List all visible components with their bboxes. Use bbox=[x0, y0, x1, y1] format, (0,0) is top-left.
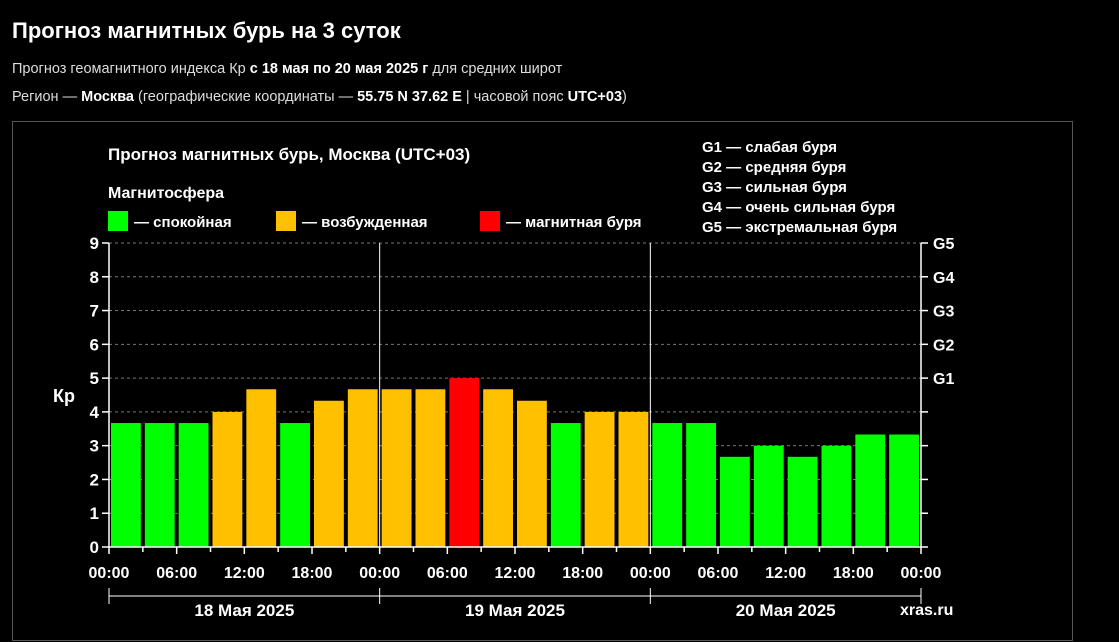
storm-legend-0: G1 — слабая буря bbox=[702, 139, 837, 156]
legend-label-0: — спокойная bbox=[134, 214, 232, 231]
bar-19 bbox=[753, 445, 784, 547]
bar-12 bbox=[517, 400, 547, 547]
bar-22 bbox=[855, 434, 886, 547]
y-tick-label: 1 bbox=[90, 504, 99, 523]
kp-forecast-chart: Прогноз магнитных бурь, Москва (UTC+03) М… bbox=[53, 139, 954, 620]
region-name: Москва bbox=[81, 89, 134, 105]
bar-16 bbox=[652, 423, 683, 547]
bar-20 bbox=[787, 456, 818, 547]
x-tick-label: 18:00 bbox=[292, 565, 333, 582]
y-tick-label: 2 bbox=[90, 470, 99, 489]
y-axis-label: Кр bbox=[53, 386, 75, 406]
legend-label-1: — возбужденная bbox=[302, 214, 428, 231]
x-tick-label: 06:00 bbox=[156, 565, 197, 582]
legend-label-2: — магнитная буря bbox=[506, 214, 642, 231]
y-tick-label: 8 bbox=[90, 268, 99, 287]
storm-level-label: G5 bbox=[933, 236, 954, 253]
bar-2 bbox=[178, 423, 209, 547]
bar-0 bbox=[111, 423, 141, 547]
x-tick-label: 06:00 bbox=[427, 565, 468, 582]
paren-close: ) bbox=[622, 89, 627, 105]
forecast-description: Прогноз геомагнитного индекса Кр с 18 ма… bbox=[12, 61, 562, 77]
bar-8 bbox=[381, 389, 412, 547]
bar-17 bbox=[686, 423, 716, 547]
bar-5 bbox=[280, 423, 310, 547]
x-tick-label: 00:00 bbox=[89, 565, 130, 582]
x-tick-label: 18:00 bbox=[562, 565, 603, 582]
region-prefix: Регион — bbox=[12, 89, 82, 105]
storm-level-label: G1 bbox=[933, 371, 954, 388]
coordinates: 55.75 N 37.62 E bbox=[357, 89, 462, 105]
y-tick-label: 5 bbox=[90, 369, 99, 388]
watermark: xras.ru bbox=[900, 602, 953, 619]
legend-swatch-2 bbox=[480, 211, 500, 231]
storm-legend-3: G4 — очень сильная буря bbox=[702, 199, 895, 216]
x-tick-label: 18:00 bbox=[833, 565, 874, 582]
timezone: UTC+03 bbox=[567, 89, 623, 105]
y-tick-label: 6 bbox=[90, 335, 99, 354]
legend-title: Магнитосфера bbox=[108, 185, 224, 202]
storm-legend-1: G2 — средняя буря bbox=[702, 159, 846, 176]
bar-15 bbox=[618, 411, 649, 547]
chart-panel: Прогноз магнитных бурь, Москва (UTC+03) М… bbox=[12, 121, 1073, 641]
bar-7 bbox=[347, 389, 378, 547]
legend-swatch-0 bbox=[108, 211, 128, 231]
page-title: Прогноз магнитных бурь на 3 суток bbox=[12, 18, 401, 43]
x-tick-label: 12:00 bbox=[495, 565, 536, 582]
y-tick-label: 3 bbox=[90, 437, 99, 456]
storm-level-label: G4 bbox=[933, 270, 954, 287]
x-tick-label: 12:00 bbox=[224, 565, 265, 582]
bar-11 bbox=[483, 389, 513, 547]
day-label: 19 Мая 2025 bbox=[465, 601, 565, 620]
chart-title: Прогноз магнитных бурь, Москва (UTC+03) bbox=[108, 145, 470, 164]
x-tick-label: 12:00 bbox=[765, 565, 806, 582]
x-tick-label: 00:00 bbox=[901, 565, 942, 582]
bar-10 bbox=[449, 378, 480, 547]
bar-23 bbox=[889, 434, 919, 547]
y-tick-label: 0 bbox=[90, 538, 99, 557]
desc-text-end: для средних широт bbox=[428, 61, 563, 77]
storm-legend-4: G5 — экстремальная буря bbox=[702, 219, 897, 236]
bar-21 bbox=[821, 445, 852, 547]
day-label: 18 Мая 2025 bbox=[194, 601, 294, 620]
x-tick-label: 06:00 bbox=[698, 565, 739, 582]
day-label: 20 Мая 2025 bbox=[736, 601, 836, 620]
bar-14 bbox=[584, 411, 615, 547]
desc-text: Прогноз геомагнитного индекса Кр bbox=[12, 61, 250, 77]
date-range: с 18 мая по 20 мая 2025 г bbox=[249, 61, 429, 77]
x-tick-label: 00:00 bbox=[359, 565, 400, 582]
bar-4 bbox=[246, 389, 277, 547]
legend-swatch-1 bbox=[276, 211, 296, 231]
bar-6 bbox=[314, 400, 344, 547]
timezone-prefix: | часовой пояс bbox=[461, 89, 568, 105]
storm-level-label: G2 bbox=[933, 337, 954, 354]
bar-18 bbox=[720, 456, 750, 547]
bar-9 bbox=[415, 389, 446, 547]
storm-level-label: G3 bbox=[933, 304, 954, 321]
x-tick-label: 00:00 bbox=[630, 565, 671, 582]
region-description: Регион — Москва (географические координа… bbox=[12, 89, 627, 105]
storm-legend-2: G3 — сильная буря bbox=[702, 179, 847, 196]
y-tick-label: 9 bbox=[90, 234, 99, 253]
y-tick-label: 7 bbox=[90, 302, 99, 321]
bar-13 bbox=[550, 423, 581, 547]
bar-1 bbox=[144, 423, 175, 547]
bar-3 bbox=[212, 411, 243, 547]
y-tick-label: 4 bbox=[90, 403, 100, 422]
coords-prefix: (географические координаты — bbox=[133, 89, 358, 105]
